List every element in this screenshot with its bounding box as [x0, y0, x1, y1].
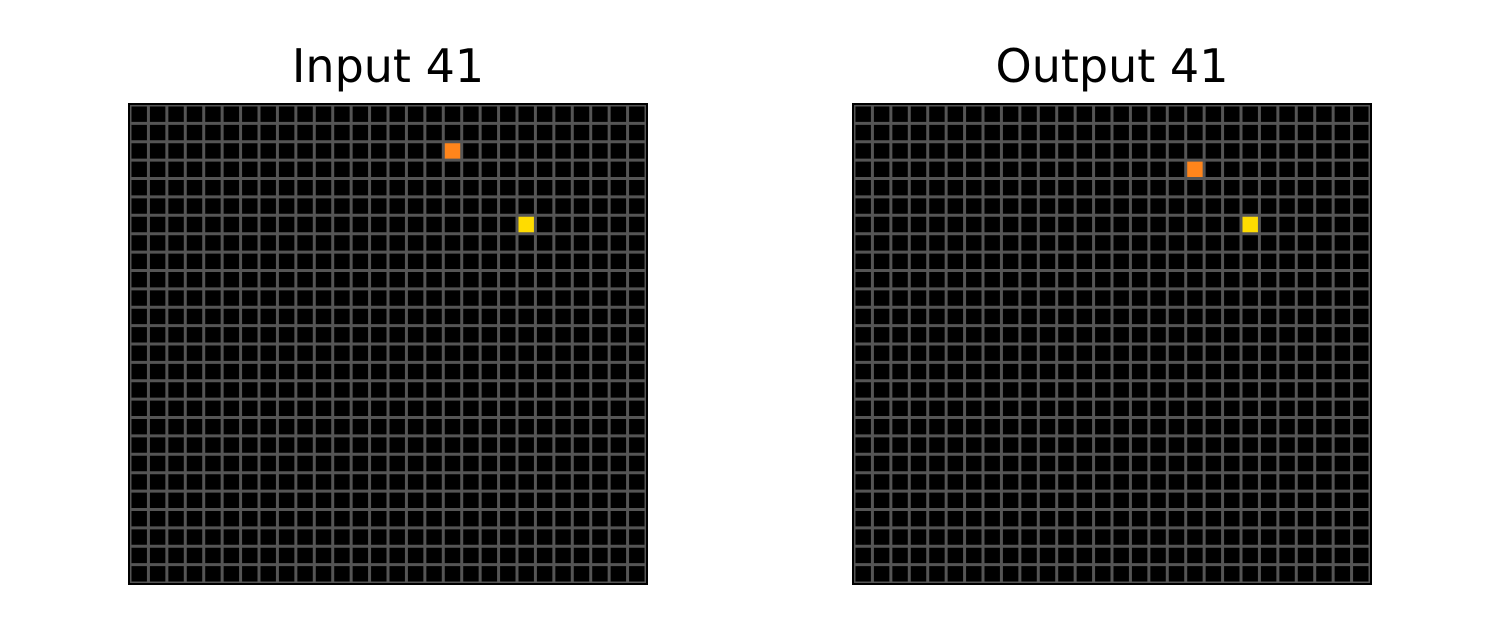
input-grid-canvas: [130, 105, 646, 583]
grid-cell: [517, 215, 536, 234]
output-panel: Output 41: [852, 0, 1372, 629]
grid-cell: [1241, 215, 1260, 234]
input-grid: [128, 103, 648, 585]
output-panel-title: Output 41: [995, 39, 1229, 93]
input-panel-title: Input 41: [291, 39, 485, 93]
grid-cell: [443, 141, 462, 161]
output-grid-canvas: [854, 105, 1370, 583]
input-panel: Input 41: [128, 0, 648, 629]
grid-cell: [1185, 160, 1205, 179]
output-grid: [852, 103, 1372, 585]
